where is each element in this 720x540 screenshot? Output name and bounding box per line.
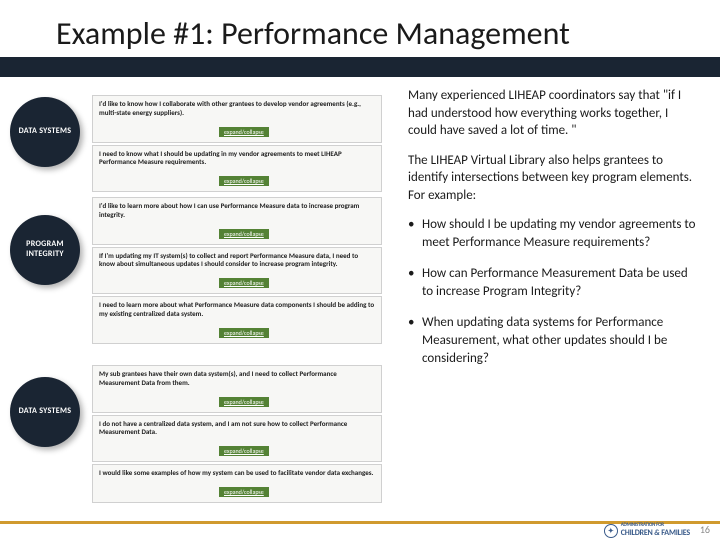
left-column: DATA SYSTEMSPROGRAM INTEGRITYDATA SYSTEM… [20, 87, 390, 507]
logo-icon: ✦ [604, 524, 618, 538]
circle-text: DATA SYSTEMS [19, 407, 72, 417]
panel-group: I'd like to know how I collaborate with … [92, 95, 382, 194]
category-circle: PROGRAM INTEGRITY [10, 215, 80, 285]
bullet-item: When updating data systems for Performan… [408, 314, 700, 367]
slide-number: 16 [700, 523, 710, 536]
faq-panel: If I'm updating my IT system(s) to colle… [92, 247, 382, 295]
expand-collapse-button[interactable]: expand/collapse [219, 487, 269, 497]
logo-text: ADMINISTRATION FOR CHILDREN & FAMILIES [621, 523, 690, 538]
circle-text: DATA SYSTEMS [19, 127, 72, 137]
intro-paragraph-1: Many experienced LIHEAP coordinators say… [408, 87, 700, 140]
footer-logo: ✦ ADMINISTRATION FOR CHILDREN & FAMILIES [604, 523, 690, 538]
expand-collapse-button[interactable]: expand/collapse [219, 328, 269, 338]
expand-collapse-button[interactable]: expand/collapse [219, 446, 269, 456]
circle-text: PROGRAM INTEGRITY [10, 240, 80, 259]
faq-panel: I need to learn more about what Performa… [92, 296, 382, 344]
panel-heading: I need to know what I should be updating… [99, 150, 375, 168]
panel-group: I'd like to learn more about how I can u… [92, 197, 382, 346]
faq-panel: I'd like to know how I collaborate with … [92, 95, 382, 143]
faq-panel: I need to know what I should be updating… [92, 145, 382, 193]
faq-panel: I would like some examples of how my sys… [92, 464, 382, 503]
expand-collapse-button[interactable]: expand/collapse [219, 127, 269, 137]
right-column: Many experienced LIHEAP coordinators say… [390, 87, 700, 507]
bullet-item: How can Performance Measurement Data be … [408, 265, 700, 300]
category-circle: DATA SYSTEMS [10, 377, 80, 447]
page-title: Example #1: Performance Management [0, 0, 720, 57]
expand-collapse-button[interactable]: expand/collapse [219, 176, 269, 186]
intro-paragraph-2: The LIHEAP Virtual Library also helps gr… [408, 152, 700, 205]
panel-heading: I'd like to learn more about how I can u… [99, 202, 375, 220]
panel-heading: I would like some examples of how my sys… [99, 469, 375, 478]
panel-heading: If I'm updating my IT system(s) to colle… [99, 252, 375, 270]
panel-heading: My sub grantees have their own data syst… [99, 370, 375, 388]
panel-heading: I'd like to know how I collaborate with … [99, 100, 375, 118]
expand-collapse-button[interactable]: expand/collapse [219, 278, 269, 288]
faq-panel: My sub grantees have their own data syst… [92, 365, 382, 413]
expand-collapse-button[interactable]: expand/collapse [219, 397, 269, 407]
bullet-item: How should I be updating my vendor agree… [408, 216, 700, 251]
bullet-list: How should I be updating my vendor agree… [408, 216, 700, 367]
faq-panel: I do not have a centralized data system,… [92, 415, 382, 463]
header-band [0, 57, 720, 77]
content-area: DATA SYSTEMS PROGRAM INTEGRITY DATA SYSTEM… [0, 77, 720, 507]
category-circle: DATA SYSTEMS [10, 97, 80, 167]
expand-collapse-button[interactable]: expand/collapse [219, 229, 269, 239]
panel-heading: I do not have a centralized data system,… [99, 420, 375, 438]
faq-panel: I'd like to learn more about how I can u… [92, 197, 382, 245]
panel-heading: I need to learn more about what Performa… [99, 301, 375, 319]
panel-group: My sub grantees have their own data syst… [92, 365, 382, 505]
